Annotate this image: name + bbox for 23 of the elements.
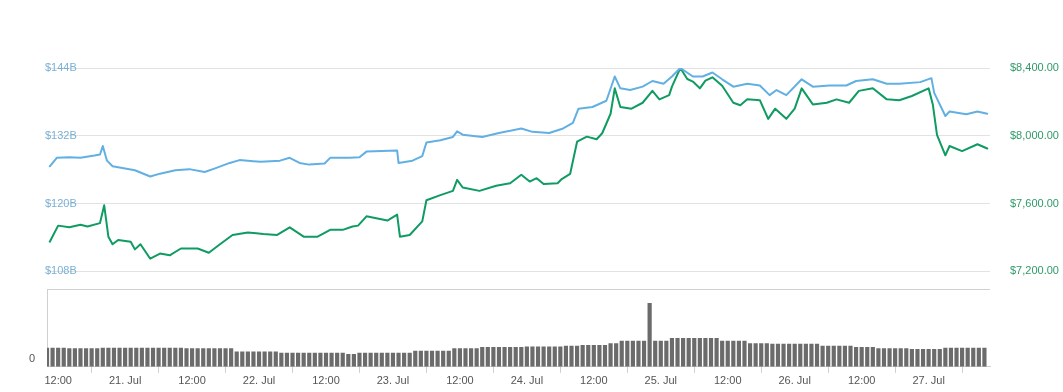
y2-tick-label: $7,600.00 [1010, 196, 1059, 209]
y2-tick-label: $8,400.00 [1010, 61, 1059, 74]
y-tick-label: $144B [45, 61, 77, 74]
x-tick-label: 12:00 [178, 374, 206, 387]
x-tick-label: 12:00 [580, 374, 608, 387]
y2-tick-label: $7,200.00 [1010, 264, 1059, 277]
y-tick-label: $132B [45, 128, 77, 141]
x-tick-label: 25. Jul [644, 374, 677, 387]
x-tick-label: 22. Jul [242, 374, 276, 387]
x-tick-label: 26. Jul [778, 374, 811, 387]
x-tick-label: 24. Jul [510, 374, 544, 387]
x-tick-label: 12:00 [312, 374, 340, 387]
text: 0 [28, 351, 35, 364]
y-tick-label: $120B [45, 196, 77, 209]
x-tick-label: 12:00 [44, 374, 72, 387]
y2-tick-label: $8,000.00 [1010, 128, 1059, 141]
x-tick-label: 12:00 [713, 374, 742, 387]
y-tick-label: $108B [45, 264, 77, 277]
x-tick-label: 23. Jul [376, 374, 410, 387]
x-tick-label: 21. Jul [108, 374, 142, 387]
x-tick-label: 12:00 [847, 374, 876, 387]
x-tick-label: 27. Jul [912, 374, 945, 387]
x-tick-label: 12:00 [446, 374, 474, 387]
